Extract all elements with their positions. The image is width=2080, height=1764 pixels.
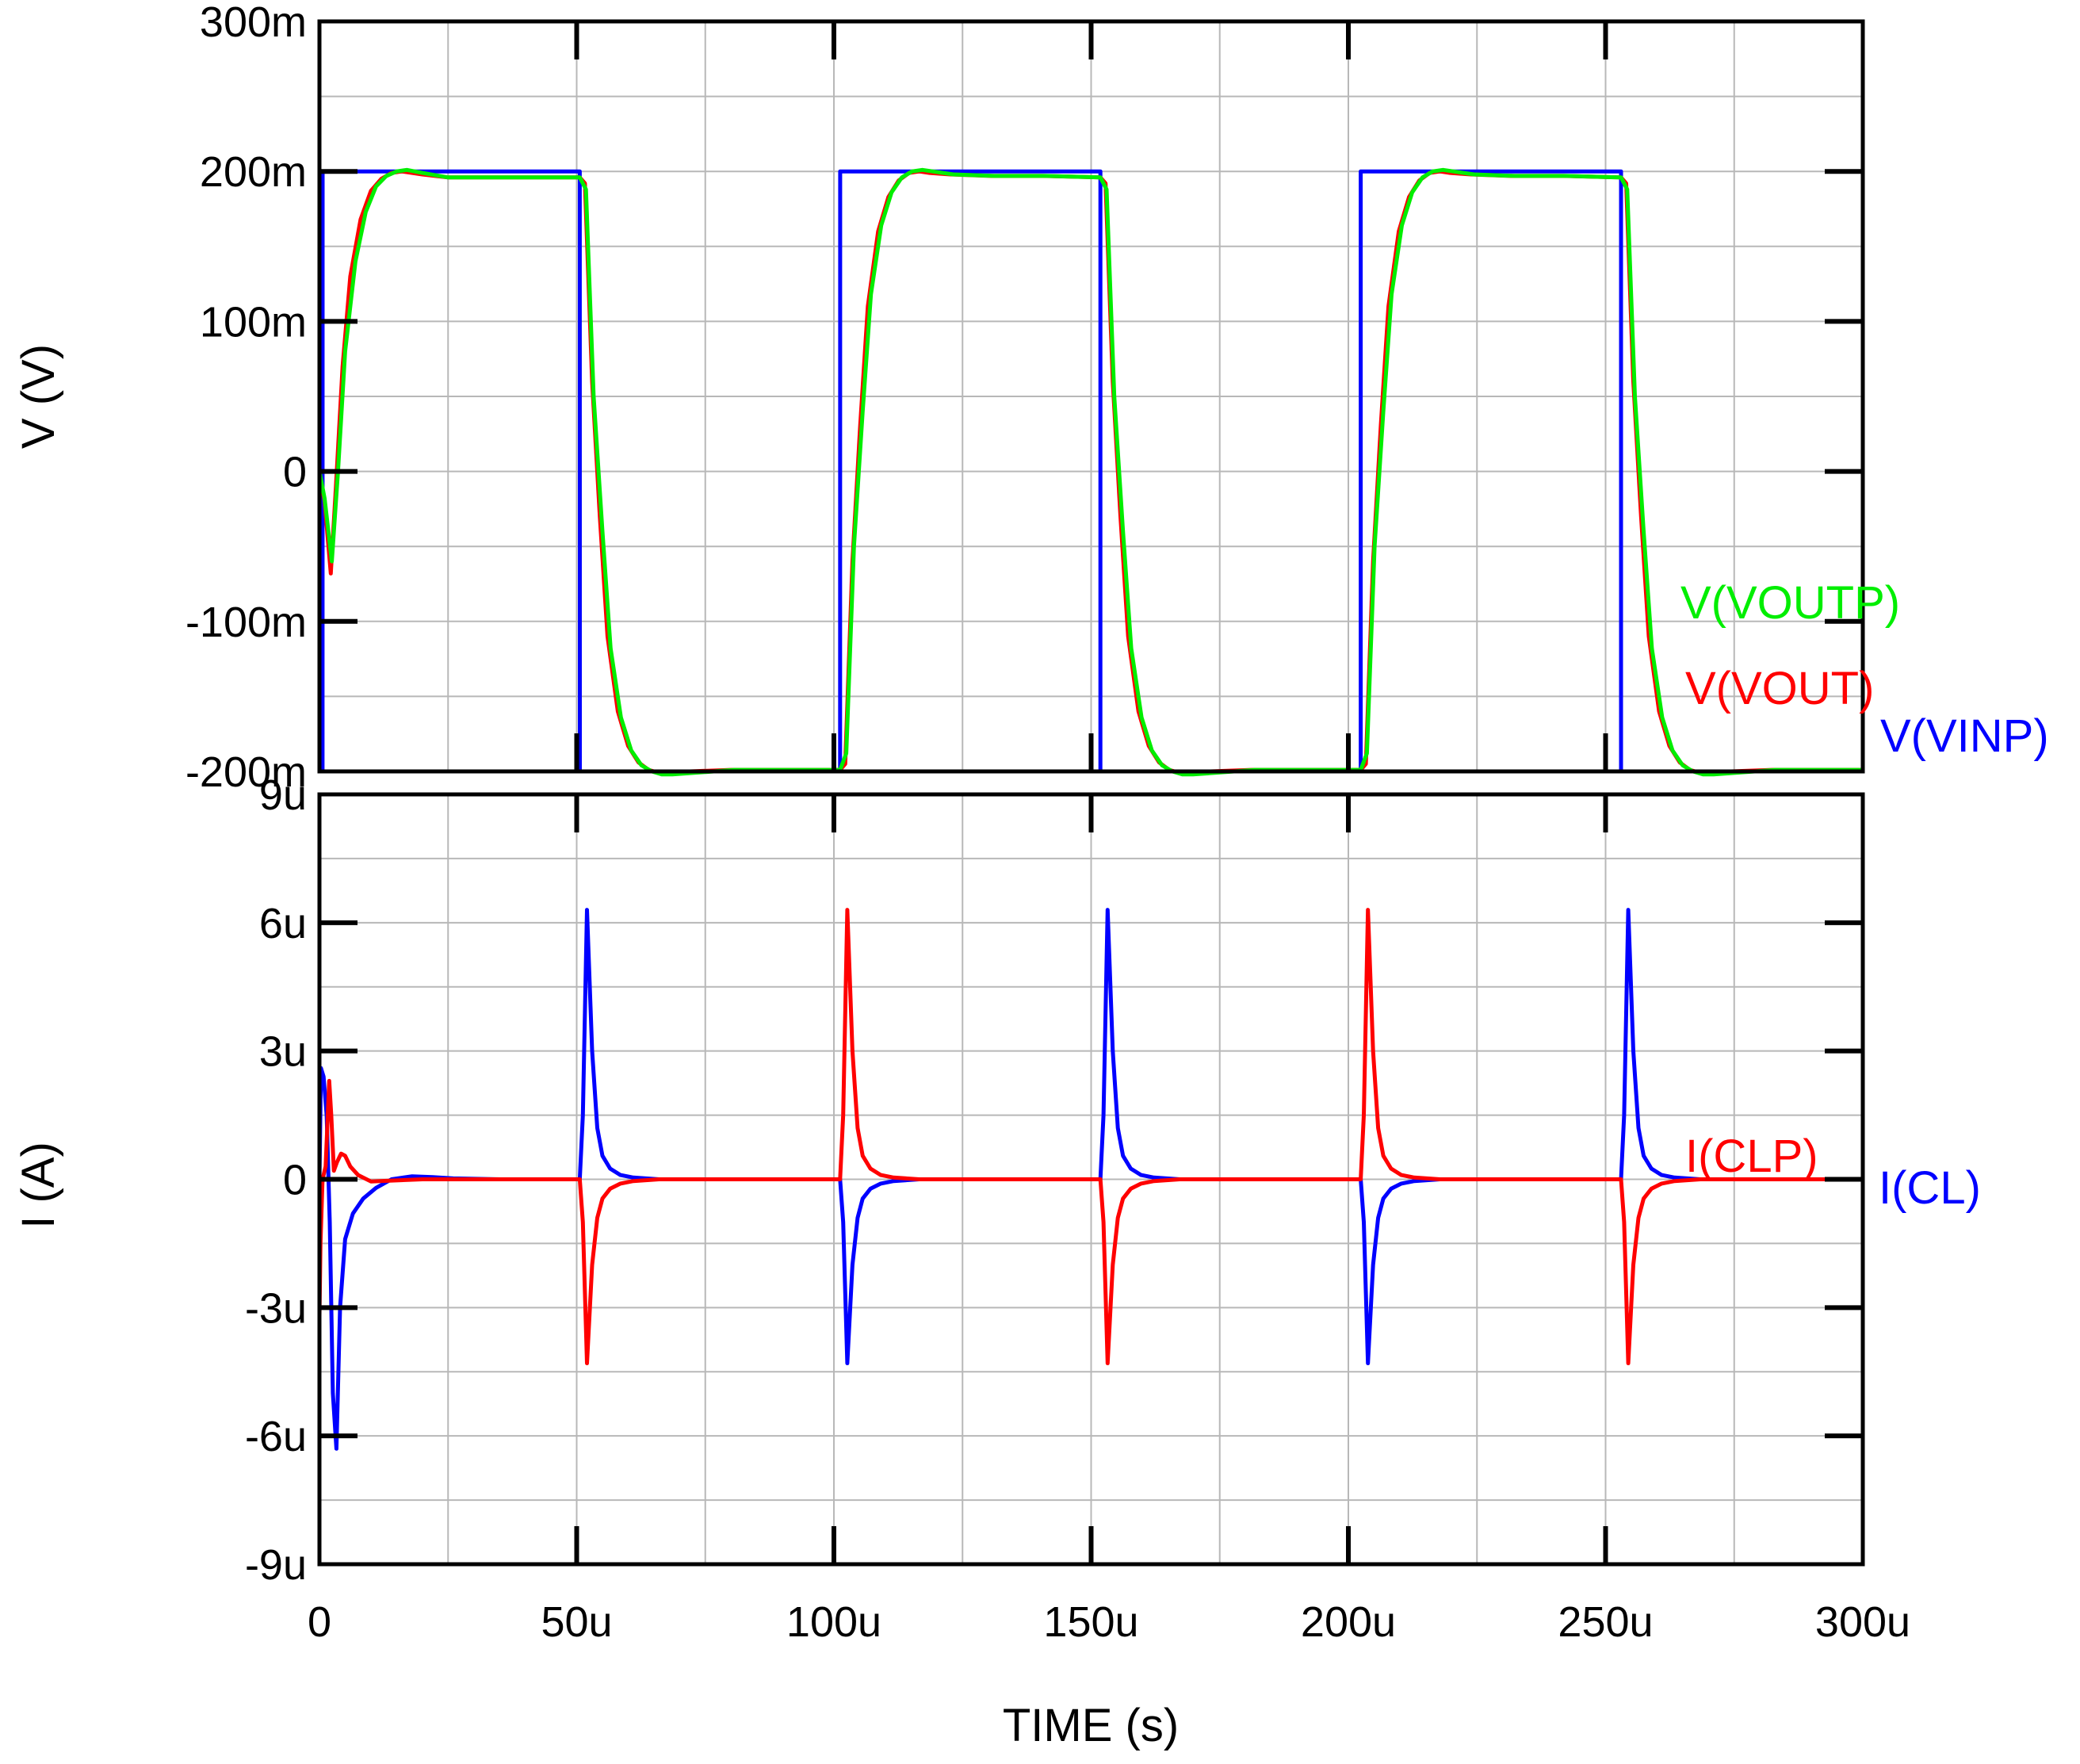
y-tick-label: 0 bbox=[283, 1157, 307, 1204]
y-tick-label: 100m bbox=[200, 298, 307, 346]
time-axis-title: TIME (s) bbox=[1003, 1700, 1179, 1751]
time-x-tick-labels: 0 50u 100u 150u 200u 250u 300u bbox=[308, 1598, 1910, 1646]
current-y-tick-labels: -9u -6u -3u 0 3u 6u 9u bbox=[245, 771, 307, 1589]
current-panel: -9u -6u -3u 0 3u 6u 9u 0 50u 100u 150u 200u 250u 300… bbox=[13, 771, 1981, 1751]
y-tick-label: 9u bbox=[259, 771, 307, 819]
voltage-traces bbox=[317, 167, 1865, 777]
voltage-axis-title: V (V) bbox=[13, 344, 64, 449]
x-tick-label: 100u bbox=[786, 1598, 881, 1646]
legend-i-cl: I(CL) bbox=[1879, 1162, 1981, 1214]
voltage-y-tick-labels: -200m -100m 0 100m 200m 300m bbox=[185, 0, 307, 796]
voltage-grid bbox=[319, 21, 1863, 771]
y-tick-label: -6u bbox=[245, 1413, 307, 1460]
current-traces bbox=[317, 908, 1865, 1451]
voltage-panel: -200m -100m 0 100m 200m 300m V (V) V(VOUTP) V… bbox=[13, 0, 2049, 796]
y-tick-label: 3u bbox=[259, 1028, 307, 1076]
y-tick-label: -9u bbox=[245, 1541, 307, 1589]
y-tick-label: 300m bbox=[200, 0, 307, 46]
trace-i-clp bbox=[317, 908, 1865, 1365]
legend-v-vinp: V(VINP) bbox=[1880, 710, 2049, 762]
x-tick-label: 50u bbox=[541, 1598, 612, 1646]
voltage-ticks bbox=[319, 21, 1863, 771]
x-tick-label: 0 bbox=[308, 1598, 331, 1646]
legend-i-clp: I(CLP) bbox=[1685, 1131, 1818, 1182]
x-tick-label: 300u bbox=[1815, 1598, 1910, 1646]
current-axis-title: I (A) bbox=[13, 1142, 64, 1229]
y-tick-label: 0 bbox=[283, 449, 307, 496]
y-tick-label: -100m bbox=[185, 599, 307, 646]
x-tick-label: 200u bbox=[1301, 1598, 1396, 1646]
x-tick-label: 150u bbox=[1043, 1598, 1138, 1646]
x-tick-label: 250u bbox=[1558, 1598, 1653, 1646]
legend-v-voutp: V(VOUTP) bbox=[1680, 577, 1900, 629]
trace-v-vinp bbox=[317, 169, 1865, 774]
current-ticks bbox=[319, 794, 1863, 1564]
y-tick-label: 200m bbox=[200, 148, 307, 196]
y-tick-label: -200m bbox=[185, 748, 307, 796]
trace-v-voutp bbox=[317, 167, 1865, 777]
y-tick-label: -3u bbox=[245, 1284, 307, 1332]
legend-v-vout: V(VOUT) bbox=[1685, 663, 1874, 714]
y-tick-label: 6u bbox=[259, 900, 307, 947]
